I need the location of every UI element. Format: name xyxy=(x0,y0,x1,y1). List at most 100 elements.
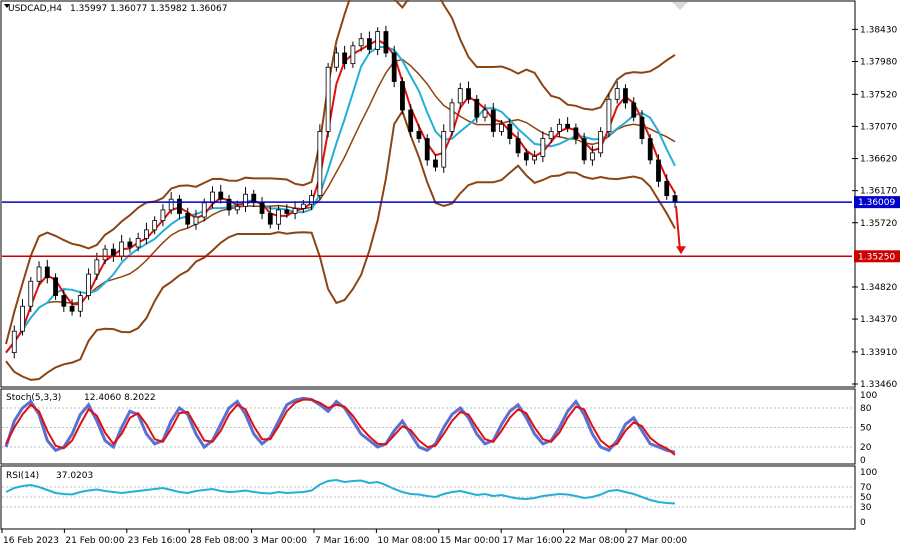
candle-body xyxy=(639,116,645,139)
indicator-axis-label: 30 xyxy=(860,503,872,513)
price-levels: 1.36009 1.35250 xyxy=(2,196,900,262)
candle-body xyxy=(152,220,158,231)
slow-ma-line xyxy=(5,46,676,354)
scroll-marker-icon[interactable] xyxy=(672,2,688,10)
candle-body xyxy=(400,81,405,111)
indicator-axis-label: 80 xyxy=(860,404,872,414)
candle-body xyxy=(226,198,232,211)
candle-body xyxy=(466,88,471,100)
candle-body xyxy=(441,131,447,168)
price-tick-label: 1.34370 xyxy=(860,315,897,325)
candle-body xyxy=(135,238,141,248)
candle-body xyxy=(532,155,537,161)
rsi-value: 37.0203 xyxy=(56,471,93,481)
price-level-tag xyxy=(854,196,900,209)
stochastic-values: 12.4060 8.2022 xyxy=(84,393,156,403)
candle-body xyxy=(515,138,521,154)
candle-body xyxy=(375,31,381,50)
symbol-header: USDCAD,H4 xyxy=(8,4,62,14)
price-tick-label: 1.37070 xyxy=(860,122,897,132)
candle-body xyxy=(53,277,58,296)
price-tick-label: 1.37980 xyxy=(860,58,897,68)
candle-body xyxy=(490,109,496,132)
candle-body xyxy=(408,109,414,132)
candle-body xyxy=(218,191,224,200)
candle-body xyxy=(647,138,653,161)
candle-body xyxy=(325,66,331,132)
time-tick-label: 27 Mar 00:00 xyxy=(627,536,687,546)
candle-body xyxy=(69,305,75,312)
indicator-axis-label: 0 xyxy=(860,456,866,466)
candle-body xyxy=(548,131,554,139)
time-tick-label: 10 Mar 08:00 xyxy=(377,536,437,546)
candle-body xyxy=(416,131,422,139)
price-axis: 1.38430 1.37980 1.37520 1.37070 1.36620 1.361… xyxy=(852,25,897,390)
time-tick-label: 17 Mar 16:00 xyxy=(502,536,562,546)
stochastic-name: Stoch(5,3,3) xyxy=(6,393,61,403)
candle-body xyxy=(342,52,348,65)
candle-body xyxy=(573,127,579,139)
candle-body xyxy=(391,52,397,82)
candle-body xyxy=(614,88,620,100)
bollinger-lower-line xyxy=(5,109,676,381)
price-tick-label: 1.36620 xyxy=(860,155,897,165)
candle-body xyxy=(449,102,455,132)
time-axis: 16 Feb 2023 21 Feb 00:00 23 Feb 16:00 28 Fe… xyxy=(1,529,687,546)
candle-body xyxy=(499,123,504,132)
candle-body xyxy=(581,138,587,161)
candle-body xyxy=(656,159,661,182)
indicator-axis-label: 70 xyxy=(860,483,872,493)
indicator-axis-label: 100 xyxy=(860,468,877,478)
forecast-arrow-icon xyxy=(676,246,686,255)
candle-body xyxy=(28,280,34,307)
menu-triangle-icon[interactable] xyxy=(4,4,10,8)
time-tick-label: 23 Feb 16:00 xyxy=(128,536,187,546)
candle-body xyxy=(144,229,149,239)
candle-body xyxy=(350,45,356,65)
rsi-name: RSI(14) xyxy=(6,471,39,481)
ohlc-header: 1.35997 1.36077 1.35982 1.36067 xyxy=(70,4,227,14)
candle-body xyxy=(631,102,637,118)
forecast-arrow-shaft xyxy=(675,205,681,251)
price-tick-label: 1.37520 xyxy=(860,90,897,100)
candle-body xyxy=(94,259,100,275)
indicator-axis-label: 100 xyxy=(860,391,877,401)
price-level-label: 1.36009 xyxy=(858,198,895,208)
time-tick-label: 28 Feb 08:00 xyxy=(190,536,249,546)
candle-body xyxy=(284,209,290,214)
price-tick-label: 1.35720 xyxy=(860,219,897,229)
candle-body xyxy=(44,266,50,279)
candle-body xyxy=(177,198,182,214)
candle-body xyxy=(367,38,372,50)
candle-body xyxy=(507,123,513,139)
candle-body xyxy=(523,152,529,161)
fast-ma-line xyxy=(5,38,676,354)
candle-body xyxy=(383,31,389,54)
price-tick-label: 1.34820 xyxy=(860,283,897,293)
candle-body xyxy=(474,98,480,118)
indicator-axis-label: 0 xyxy=(860,518,866,528)
candle-body xyxy=(457,88,463,104)
time-tick-label: 22 Mar 08:00 xyxy=(565,536,625,546)
candle-body xyxy=(664,180,670,197)
time-tick-label: 16 Feb 2023 xyxy=(3,536,59,546)
candle-body xyxy=(36,266,42,282)
candle-body xyxy=(20,305,25,332)
price-level-tag xyxy=(854,250,900,263)
candle-body xyxy=(119,241,125,257)
stochastic-signal-line xyxy=(5,398,676,456)
candle-body xyxy=(86,273,91,296)
candle-body xyxy=(317,131,323,197)
candle-body xyxy=(243,193,248,207)
price-tick-label: 1.33910 xyxy=(860,348,897,358)
candle-body xyxy=(193,216,199,225)
price-tick-label: 1.36170 xyxy=(860,187,897,197)
price-tick-label: 1.38430 xyxy=(860,25,897,35)
candle-body xyxy=(267,213,273,225)
candle-body xyxy=(540,138,546,157)
candle-body xyxy=(259,202,265,214)
price-panel: 1.38430 1.37980 1.37520 1.37070 1.36620 1.361… xyxy=(0,0,900,390)
